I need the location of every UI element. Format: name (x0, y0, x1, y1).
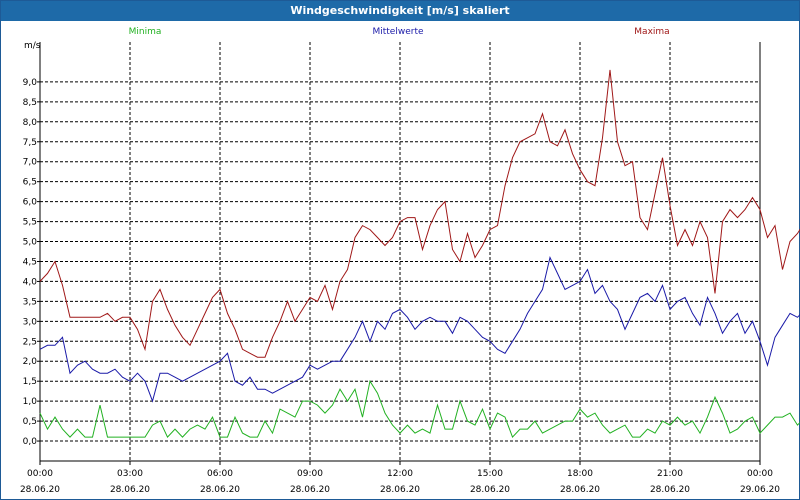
y-tick-label: 1,0 (23, 397, 38, 407)
grid (40, 42, 760, 461)
x-tick-label-date: 28.06.20 (560, 485, 600, 495)
legend-maxima: Maxima (634, 27, 669, 37)
y-tick-label: 0,0 (23, 437, 38, 447)
x-tick-label-time: 15:00 (477, 469, 503, 479)
y-tick-label: 8,0 (23, 118, 38, 128)
x-tick-label-time: 12:00 (387, 469, 413, 479)
x-tick-label-date: 28.06.20 (110, 485, 150, 495)
window-title: Windgeschwindigkeit [m/s] skaliert (1, 1, 799, 21)
x-tick-label-date: 28.06.20 (470, 485, 510, 495)
x-tick-label-date: 28.06.20 (380, 485, 420, 495)
x-tick-label-time: 00:00 (27, 469, 53, 479)
x-tick-label-time: 06:00 (207, 469, 233, 479)
y-tick-label: 8,5 (23, 98, 37, 108)
series-lines (39, 69, 800, 439)
x-tick-label-date: 29.06.20 (740, 485, 780, 495)
x-tick-labels: 00:00 28.06.20 03:00 28.06.20 06:00 28.06.20 0… (20, 469, 780, 495)
x-tick-label-time: 18:00 (567, 469, 593, 479)
x-tick-label-date: 28.06.20 (290, 485, 330, 495)
series-line-minima (39, 379, 800, 439)
y-tick-label: 5,5 (23, 218, 37, 228)
y-tick-label: 4,5 (23, 257, 37, 267)
x-tick-label-date: 28.06.20 (200, 485, 240, 495)
x-tick-label-date: 28.06.20 (650, 485, 690, 495)
series-line-mittelwerte (39, 255, 800, 403)
legend-mittelwerte: Mittelwerte (372, 27, 423, 37)
y-tick-label: 2,0 (23, 357, 38, 367)
y-axis-unit-label: m/s (24, 41, 41, 51)
y-tick-label: 9,0 (23, 78, 38, 88)
y-tick-label: 6,0 (23, 198, 38, 208)
y-tick-label: 2,5 (23, 337, 37, 347)
y-tick-label: 3,0 (23, 317, 38, 327)
y-tick-label: 7,0 (23, 158, 38, 168)
x-tick-label-time: 09:00 (297, 469, 323, 479)
y-tick-label: 1,5 (23, 377, 37, 387)
y-tick-label: 6,5 (23, 178, 37, 188)
y-tick-label: 3,5 (23, 297, 37, 307)
y-tick-label: 4,0 (23, 277, 38, 287)
axes (37, 42, 761, 465)
y-tick-label: 5,0 (23, 238, 38, 248)
x-tick-label-time: 21:00 (657, 469, 683, 479)
y-tick-labels: 0,0 0,5 1,0 1,5 2,0 2,5 3,0 3,5 4,0 4,5 5,0 5,5 6,0 6… (23, 78, 38, 447)
y-tick-label: 7,5 (23, 138, 37, 148)
series-line-maxima (39, 69, 800, 358)
y-tick-label: 0,5 (23, 417, 37, 427)
x-tick-label-time: 00:00 (747, 469, 773, 479)
x-tick-label-time: 03:00 (117, 469, 143, 479)
x-tick-label-date: 28.06.20 (20, 485, 60, 495)
legend-minima: Minima (129, 27, 162, 37)
